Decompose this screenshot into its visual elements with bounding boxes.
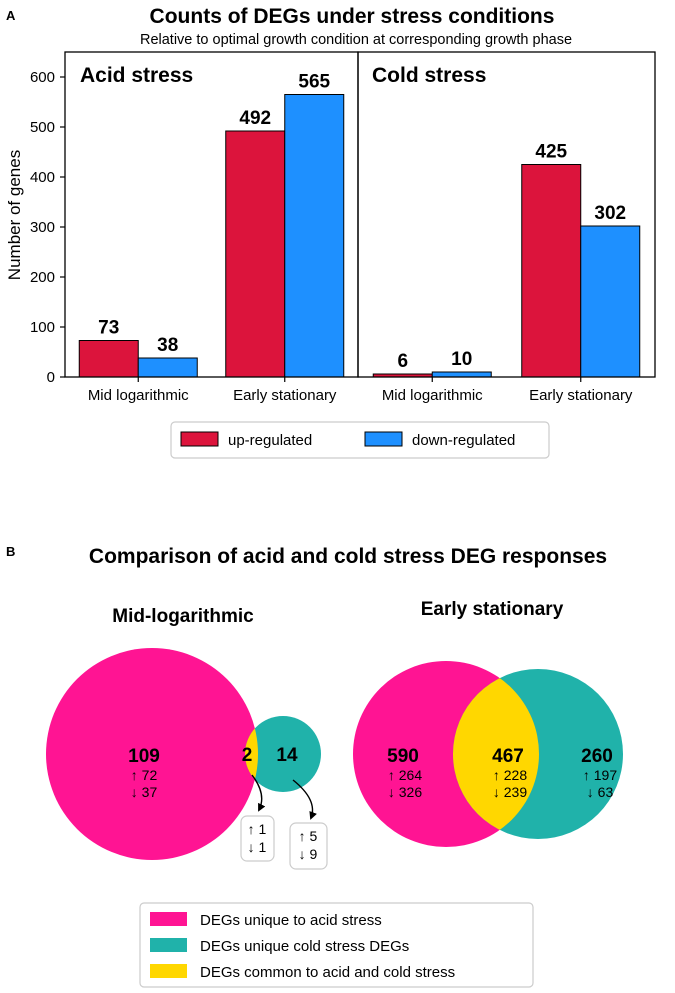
venn-early-overlap [453,669,539,839]
venn-title-mid: Mid-logarithmic [112,606,254,627]
bar-value-label: 302 [594,203,626,224]
venn-mid-cold-total: 14 [276,745,298,766]
venn-mid-cold-arrow [292,779,317,820]
bar-down [284,94,345,378]
facet-frame-cold [357,51,656,378]
venn-legend-box [139,902,534,988]
bar-legend-box [170,421,550,459]
venn-legend: DEGs unique to acid stress DEGs unique c… [139,902,534,988]
venn-section-title: Comparison of acid and cold stress DEG r… [89,545,607,568]
venn-mid-common-arrow [251,774,266,812]
bar-value-label: 73 [98,318,119,339]
venn-mid-logarithmic: Mid-logarithmic 109 ↑ 72 ↓ 37 2 14 ↑ 1 ↓… [46,606,328,870]
bar-value-label: 492 [239,108,271,129]
y-tick-label: 100 [30,319,55,336]
venn-early-cold-total: 260 [581,746,613,767]
venn-early-stationary: Early stationary 590 ↑ 264 ↓ 326 467 ↑ 2… [353,599,623,847]
legend-swatch-up [180,431,219,447]
bar-chart-title: Counts of DEGs under stress conditions [150,5,555,28]
bar-up [225,130,286,378]
bar-value-label: 6 [397,351,408,372]
bar-value-label: 38 [157,335,178,356]
legend-swatch-down [364,431,403,447]
panel-b-letter: B [6,544,15,559]
venn-mid-cold-down: ↓ 9 [299,846,318,862]
y-tick-label: 500 [30,119,55,136]
venn-legend-swatch-acid [150,912,187,926]
venn-mid-common-total: 2 [242,745,253,766]
venn-mid-common-down: ↓ 1 [248,839,267,855]
venn-mid-acid-down: ↓ 37 [131,784,158,800]
bar-down [137,357,198,378]
venn-legend-label-acid: DEGs unique to acid stress [200,912,382,929]
venn-early-cold-down: ↓ 63 [587,784,614,800]
bar-down [580,225,641,378]
x-tick-label: Early stationary [233,387,337,404]
venn-mid-cold-circle [245,716,321,792]
y-tick-label: 600 [30,69,55,86]
panel-a-letter: A [6,8,16,23]
venn-mid-acid-circle [46,648,258,860]
bar-up [521,164,582,378]
venn-legend-label-common: DEGs common to acid and cold stress [200,964,455,981]
bar-marks: 73 38 492 565 6 10 425 302 [78,72,641,378]
legend-label-down: down-regulated [412,432,515,449]
facet-cold-stress: Cold stress [357,51,656,378]
bar-value-label: 425 [535,142,567,163]
venn-early-common-down: ↓ 239 [493,784,527,800]
venn-mid-cold-breakdown-box [289,822,328,870]
bar-value-label: 565 [298,72,330,93]
venn-legend-label-cold: DEGs unique cold stress DEGs [200,938,409,955]
bar-up [78,340,139,378]
y-tick-label: 400 [30,169,55,186]
x-tick-label: Mid logarithmic [382,387,483,404]
venn-mid-acid-total: 109 [128,746,160,767]
y-tick-label: 0 [47,369,55,386]
venn-early-common-total: 467 [492,746,524,767]
bar-chart-subtitle: Relative to optimal growth condition at … [140,32,572,48]
venn-legend-swatch-common [150,964,187,978]
bar-value-label: 10 [451,349,472,370]
legend-label-up: up-regulated [228,432,312,449]
x-tick-label: Early stationary [529,387,633,404]
venn-mid-cold-up: ↑ 5 [299,828,318,844]
venn-mid-acid-up: ↑ 72 [131,767,158,783]
y-tick-label: 200 [30,269,55,286]
venn-legend-swatch-cold [150,938,187,952]
bar-legend: up-regulated down-regulated [170,421,550,459]
x-axis-ticks: Mid logarithmic Early stationary Mid logar… [88,377,633,404]
facet-title-acid: Acid stress [80,64,193,87]
venn-early-acid-up: ↑ 264 [388,767,422,783]
venn-title-early: Early stationary [421,599,564,620]
bar-down [431,371,492,378]
x-tick-label: Mid logarithmic [88,387,189,404]
venn-mid-common-up: ↑ 1 [248,821,267,837]
y-axis-label: Number of genes [5,150,24,280]
facet-title-cold: Cold stress [372,64,486,87]
venn-early-acid-down: ↓ 326 [388,784,422,800]
venn-mid-common-breakdown-box [240,815,275,862]
y-tick-label: 300 [30,219,55,236]
venn-early-acid-total: 590 [387,746,419,767]
venn-early-common-up: ↑ 228 [493,767,527,783]
venn-early-cold-up: ↑ 197 [583,767,617,783]
y-axis-ticks: 0 100 200 300 400 500 600 [30,69,65,386]
